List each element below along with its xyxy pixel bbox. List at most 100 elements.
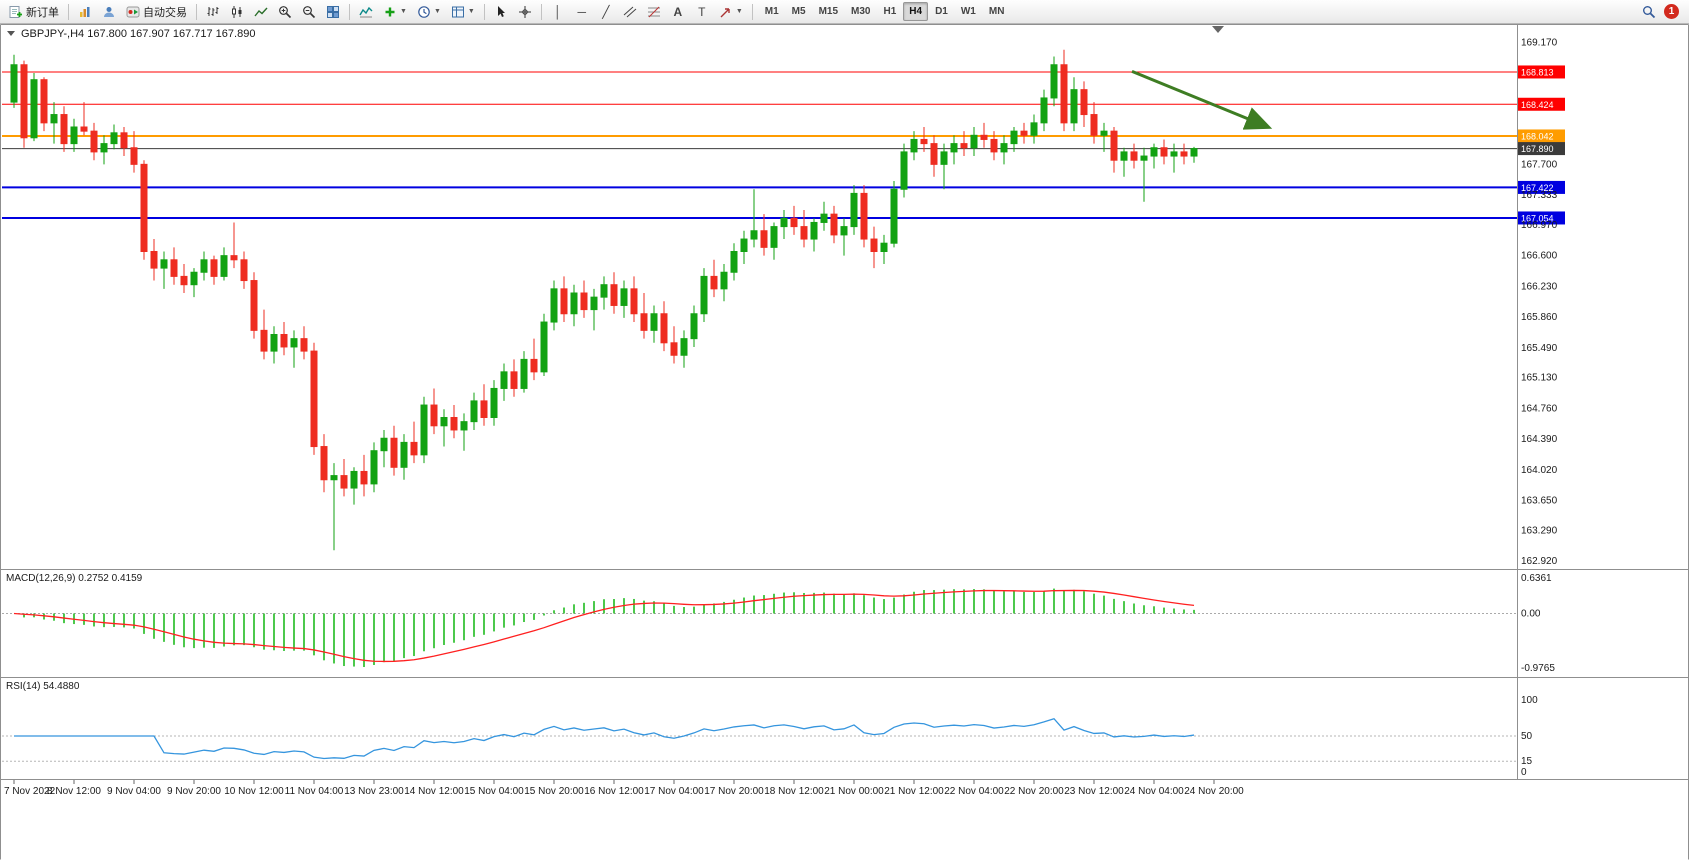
tile-windows-icon [327, 5, 339, 18]
timeframe-h4[interactable]: H4 [903, 2, 929, 21]
timeframe-w1[interactable]: W1 [955, 2, 982, 21]
time-axis-label: 8 Nov 12:00 [47, 786, 101, 797]
time-axis-label: 9 Nov 04:00 [107, 786, 161, 797]
candle [50, 114, 58, 124]
price-axis-label: 163.650 [1521, 496, 1558, 507]
candle [120, 132, 128, 149]
timeframe-h1[interactable]: H1 [877, 2, 902, 21]
time-axis-label: 21 Nov 12:00 [884, 786, 944, 797]
candle [480, 400, 488, 418]
candlestick-chart-button[interactable] [225, 2, 249, 22]
candle [960, 143, 968, 149]
candle [370, 450, 378, 485]
candle [1010, 130, 1018, 145]
periods-button[interactable]: ▼ [412, 2, 446, 22]
timeframe-m1[interactable]: M1 [759, 2, 785, 21]
template-icon [451, 6, 464, 17]
charts-button[interactable] [73, 2, 97, 22]
trendline-tool[interactable]: ╱ [594, 2, 618, 22]
candle [1130, 151, 1138, 161]
macd-axis-label: 0.6361 [1521, 573, 1552, 584]
horizontal-level-lines[interactable]: 168.813 168.424 168.042 167.890 167.422 167.0… [2, 65, 1565, 225]
candle [270, 334, 278, 352]
macd-canvas[interactable] [2, 570, 1517, 677]
price-axis-label: 166.600 [1521, 251, 1558, 262]
templates-button[interactable]: ▼ [446, 2, 480, 22]
text-tool[interactable]: A [666, 2, 690, 22]
profile-button[interactable] [97, 2, 121, 22]
timeframe-m15[interactable]: M15 [813, 2, 844, 21]
candle [790, 217, 798, 228]
timeframe-mn[interactable]: MN [983, 2, 1011, 21]
candle [1120, 151, 1128, 161]
price-axis-label: 165.130 [1521, 373, 1558, 384]
time-axis[interactable] [2, 780, 1688, 802]
vertical-line-tool[interactable]: │ [546, 2, 570, 22]
chart-shift-marker[interactable] [1212, 26, 1224, 33]
profile-icon [104, 6, 114, 17]
candle [630, 288, 638, 315]
search-icon[interactable] [1642, 5, 1656, 19]
candle [620, 288, 628, 306]
candle [900, 151, 908, 190]
candle [440, 417, 448, 427]
candle [1180, 151, 1188, 157]
line-chart-button[interactable] [249, 2, 273, 22]
fibonacci-tool[interactable] [642, 2, 666, 22]
price-level-badge-label: 167.890 [1521, 144, 1554, 154]
bar-chart-button[interactable] [201, 2, 225, 22]
candle [760, 230, 768, 248]
chart-svg: 168.813 168.424 168.042 167.890 167.422 167.0… [0, 24, 1689, 860]
cursor-button[interactable] [489, 2, 513, 22]
candle [1000, 143, 1008, 153]
candle [600, 284, 608, 298]
indicators-button[interactable] [354, 2, 378, 22]
candle [850, 192, 858, 228]
candle [500, 371, 508, 389]
text-label-tool[interactable]: T [690, 2, 714, 22]
tile-windows-button[interactable] [321, 2, 345, 22]
candle [30, 79, 38, 139]
rsi-layer [2, 717, 1517, 762]
candle [190, 271, 198, 286]
candle [770, 226, 778, 248]
new-order-button[interactable]: 新订单 [4, 2, 64, 22]
crosshair-button[interactable] [513, 2, 537, 22]
candle [170, 259, 178, 277]
rsi-axis-label: 50 [1521, 731, 1533, 742]
candle [380, 437, 388, 452]
candles-layer [10, 49, 1198, 551]
candle [510, 371, 518, 389]
candle [390, 437, 398, 468]
timeframe-d1[interactable]: D1 [929, 2, 954, 21]
candle [1070, 89, 1078, 124]
zoom-in-button[interactable] [273, 2, 297, 22]
candle [1140, 155, 1148, 161]
candle [430, 404, 438, 427]
chart-canvas[interactable] [2, 25, 1517, 569]
chart-title: GBPJPY-,H4 167.800 167.907 167.717 167.8… [21, 28, 255, 40]
candle [20, 64, 28, 139]
price-level-badge-label: 167.054 [1521, 213, 1554, 223]
time-axis-label: 16 Nov 12:00 [584, 786, 644, 797]
zoom-out-button[interactable] [297, 2, 321, 22]
candle [910, 138, 918, 153]
time-axis-label: 24 Nov 20:00 [1184, 786, 1244, 797]
time-axis-label: 22 Nov 04:00 [944, 786, 1004, 797]
notification-badge[interactable]: 1 [1664, 4, 1679, 19]
timeframe-m30[interactable]: M30 [845, 2, 876, 21]
horizontal-line-tool[interactable]: ─ [570, 2, 594, 22]
timeframe-m5[interactable]: M5 [786, 2, 812, 21]
autotrading-button[interactable]: 自动交易 [121, 2, 192, 22]
price-axis-label: 169.170 [1521, 37, 1558, 48]
channel-tool[interactable] [618, 2, 642, 22]
annotations-layer[interactable] [1131, 70, 1273, 130]
candle [740, 238, 748, 253]
trend-arrow-annotation[interactable] [1131, 70, 1273, 130]
arrows-tool[interactable]: ▼ [714, 2, 748, 22]
separator [751, 3, 753, 20]
candle [280, 334, 288, 348]
add-indicator-button[interactable]: ▼ [378, 2, 412, 22]
ohlc-collapse-arrow[interactable] [7, 31, 15, 36]
rsi-canvas[interactable] [2, 678, 1517, 779]
